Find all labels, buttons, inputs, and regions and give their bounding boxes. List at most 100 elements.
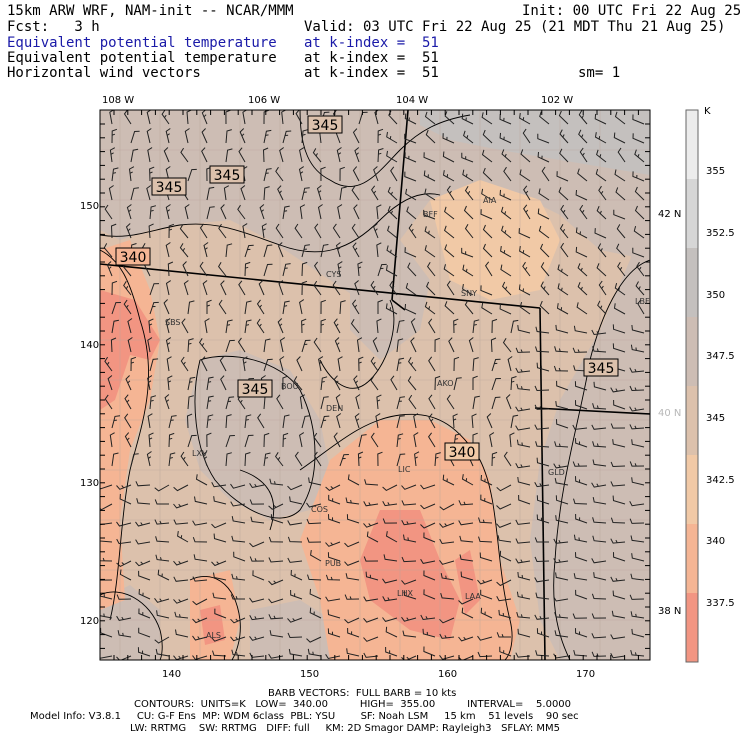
wind-barb xyxy=(279,337,286,353)
wind-barb xyxy=(553,538,569,544)
wind-barb xyxy=(109,147,116,163)
wind-barb xyxy=(165,166,171,182)
wind-barb xyxy=(294,451,303,467)
wind-barb xyxy=(617,147,626,163)
wind-barb xyxy=(225,396,235,410)
wind-barb xyxy=(337,204,343,220)
wind-barb xyxy=(357,261,363,277)
wind-barb xyxy=(332,280,341,296)
wind-barb xyxy=(635,281,645,296)
wind-barb xyxy=(458,655,474,660)
wind-barb xyxy=(477,635,493,641)
wind-barb xyxy=(594,228,607,239)
wind-barb xyxy=(168,452,176,467)
wind-barb xyxy=(630,649,645,657)
wind-barb xyxy=(499,646,512,657)
wind-barb xyxy=(629,367,645,373)
wind-barb xyxy=(146,185,152,201)
station-laa: LAA xyxy=(465,592,481,601)
wind-barb xyxy=(165,337,172,353)
wind-barb xyxy=(460,571,474,581)
wind-barb xyxy=(423,589,436,600)
wind-barb xyxy=(382,596,398,602)
wind-barb xyxy=(614,282,626,296)
wind-barb xyxy=(138,608,151,619)
wind-barb xyxy=(573,573,588,581)
wind-barb xyxy=(591,613,607,619)
wind-barb xyxy=(223,185,230,201)
wind-barb xyxy=(423,570,436,581)
wind-barb xyxy=(534,614,550,620)
wind-barb xyxy=(206,206,215,220)
wind-barb xyxy=(385,303,398,315)
wind-barb xyxy=(482,129,493,144)
wind-barb xyxy=(593,381,607,391)
wind-barb xyxy=(163,299,170,315)
wind-barb xyxy=(631,324,645,334)
wind-barb xyxy=(402,630,417,638)
wind-barb xyxy=(225,243,233,258)
wind-barb xyxy=(327,609,341,619)
wind-barb xyxy=(149,205,157,220)
wind-barb xyxy=(347,627,360,638)
footer-contours: CONTOURS: UNITS=K LOW= 340.00 HIGH= 355.… xyxy=(134,699,572,710)
wind-barb xyxy=(386,245,398,258)
station-pub: PUB xyxy=(325,559,341,568)
wind-barb xyxy=(257,413,265,429)
colorbar-label-345: 345 xyxy=(706,413,726,424)
wind-barb xyxy=(554,477,569,486)
wind-barb xyxy=(187,434,197,448)
wind-barb xyxy=(277,318,284,334)
wind-barb xyxy=(149,358,159,372)
wind-barb xyxy=(218,299,227,315)
wind-barb xyxy=(636,261,645,277)
wind-barb xyxy=(345,497,360,505)
wind-barb xyxy=(317,204,323,220)
wind-barb xyxy=(314,223,322,239)
wind-barb xyxy=(218,223,227,239)
wind-barb xyxy=(282,414,290,429)
wind-barb xyxy=(282,205,290,220)
wind-barb xyxy=(214,608,227,619)
wind-barb xyxy=(270,514,284,524)
wind-barb xyxy=(212,650,227,657)
wind-barb xyxy=(481,302,493,315)
colorbar-segment xyxy=(686,110,698,179)
wind-barb xyxy=(352,128,360,144)
wind-barb xyxy=(130,130,140,144)
smoothing-label: sm= 1 xyxy=(578,65,621,81)
wind-barb xyxy=(515,652,531,658)
wind-barb xyxy=(263,168,272,182)
wind-barb xyxy=(287,632,303,639)
wind-barb xyxy=(573,498,588,505)
wind-barb xyxy=(333,375,341,391)
wind-barb xyxy=(177,531,189,543)
wind-barb xyxy=(186,110,192,125)
wind-barb xyxy=(595,168,607,182)
wind-barb xyxy=(299,432,305,448)
wind-barb xyxy=(111,415,121,429)
wind-barb xyxy=(480,607,493,619)
wind-barb xyxy=(484,261,493,277)
wind-barb xyxy=(612,590,626,600)
wind-barb xyxy=(610,517,626,524)
wind-barb xyxy=(366,531,379,543)
wind-barb xyxy=(424,111,436,125)
wind-barb xyxy=(179,224,189,239)
wind-barb xyxy=(538,188,550,201)
wind-barb xyxy=(458,636,474,642)
contour-label-340-south: 340 xyxy=(444,442,480,461)
wind-barb xyxy=(184,204,190,220)
wind-barb xyxy=(505,394,512,410)
wind-barb xyxy=(308,477,322,486)
x-tick-160: 160 xyxy=(438,669,458,680)
top-tick-108w: 108 W xyxy=(102,95,135,106)
wind-barb xyxy=(263,110,269,125)
footer-barb-vectors: BARB VECTORS: FULL BARB = 10 kts xyxy=(268,688,457,699)
wind-barb xyxy=(555,495,569,505)
wind-barb xyxy=(499,189,512,201)
wind-barb xyxy=(523,204,531,220)
wind-barb xyxy=(510,319,519,334)
wind-barb xyxy=(515,558,531,564)
wind-barb xyxy=(510,376,517,391)
